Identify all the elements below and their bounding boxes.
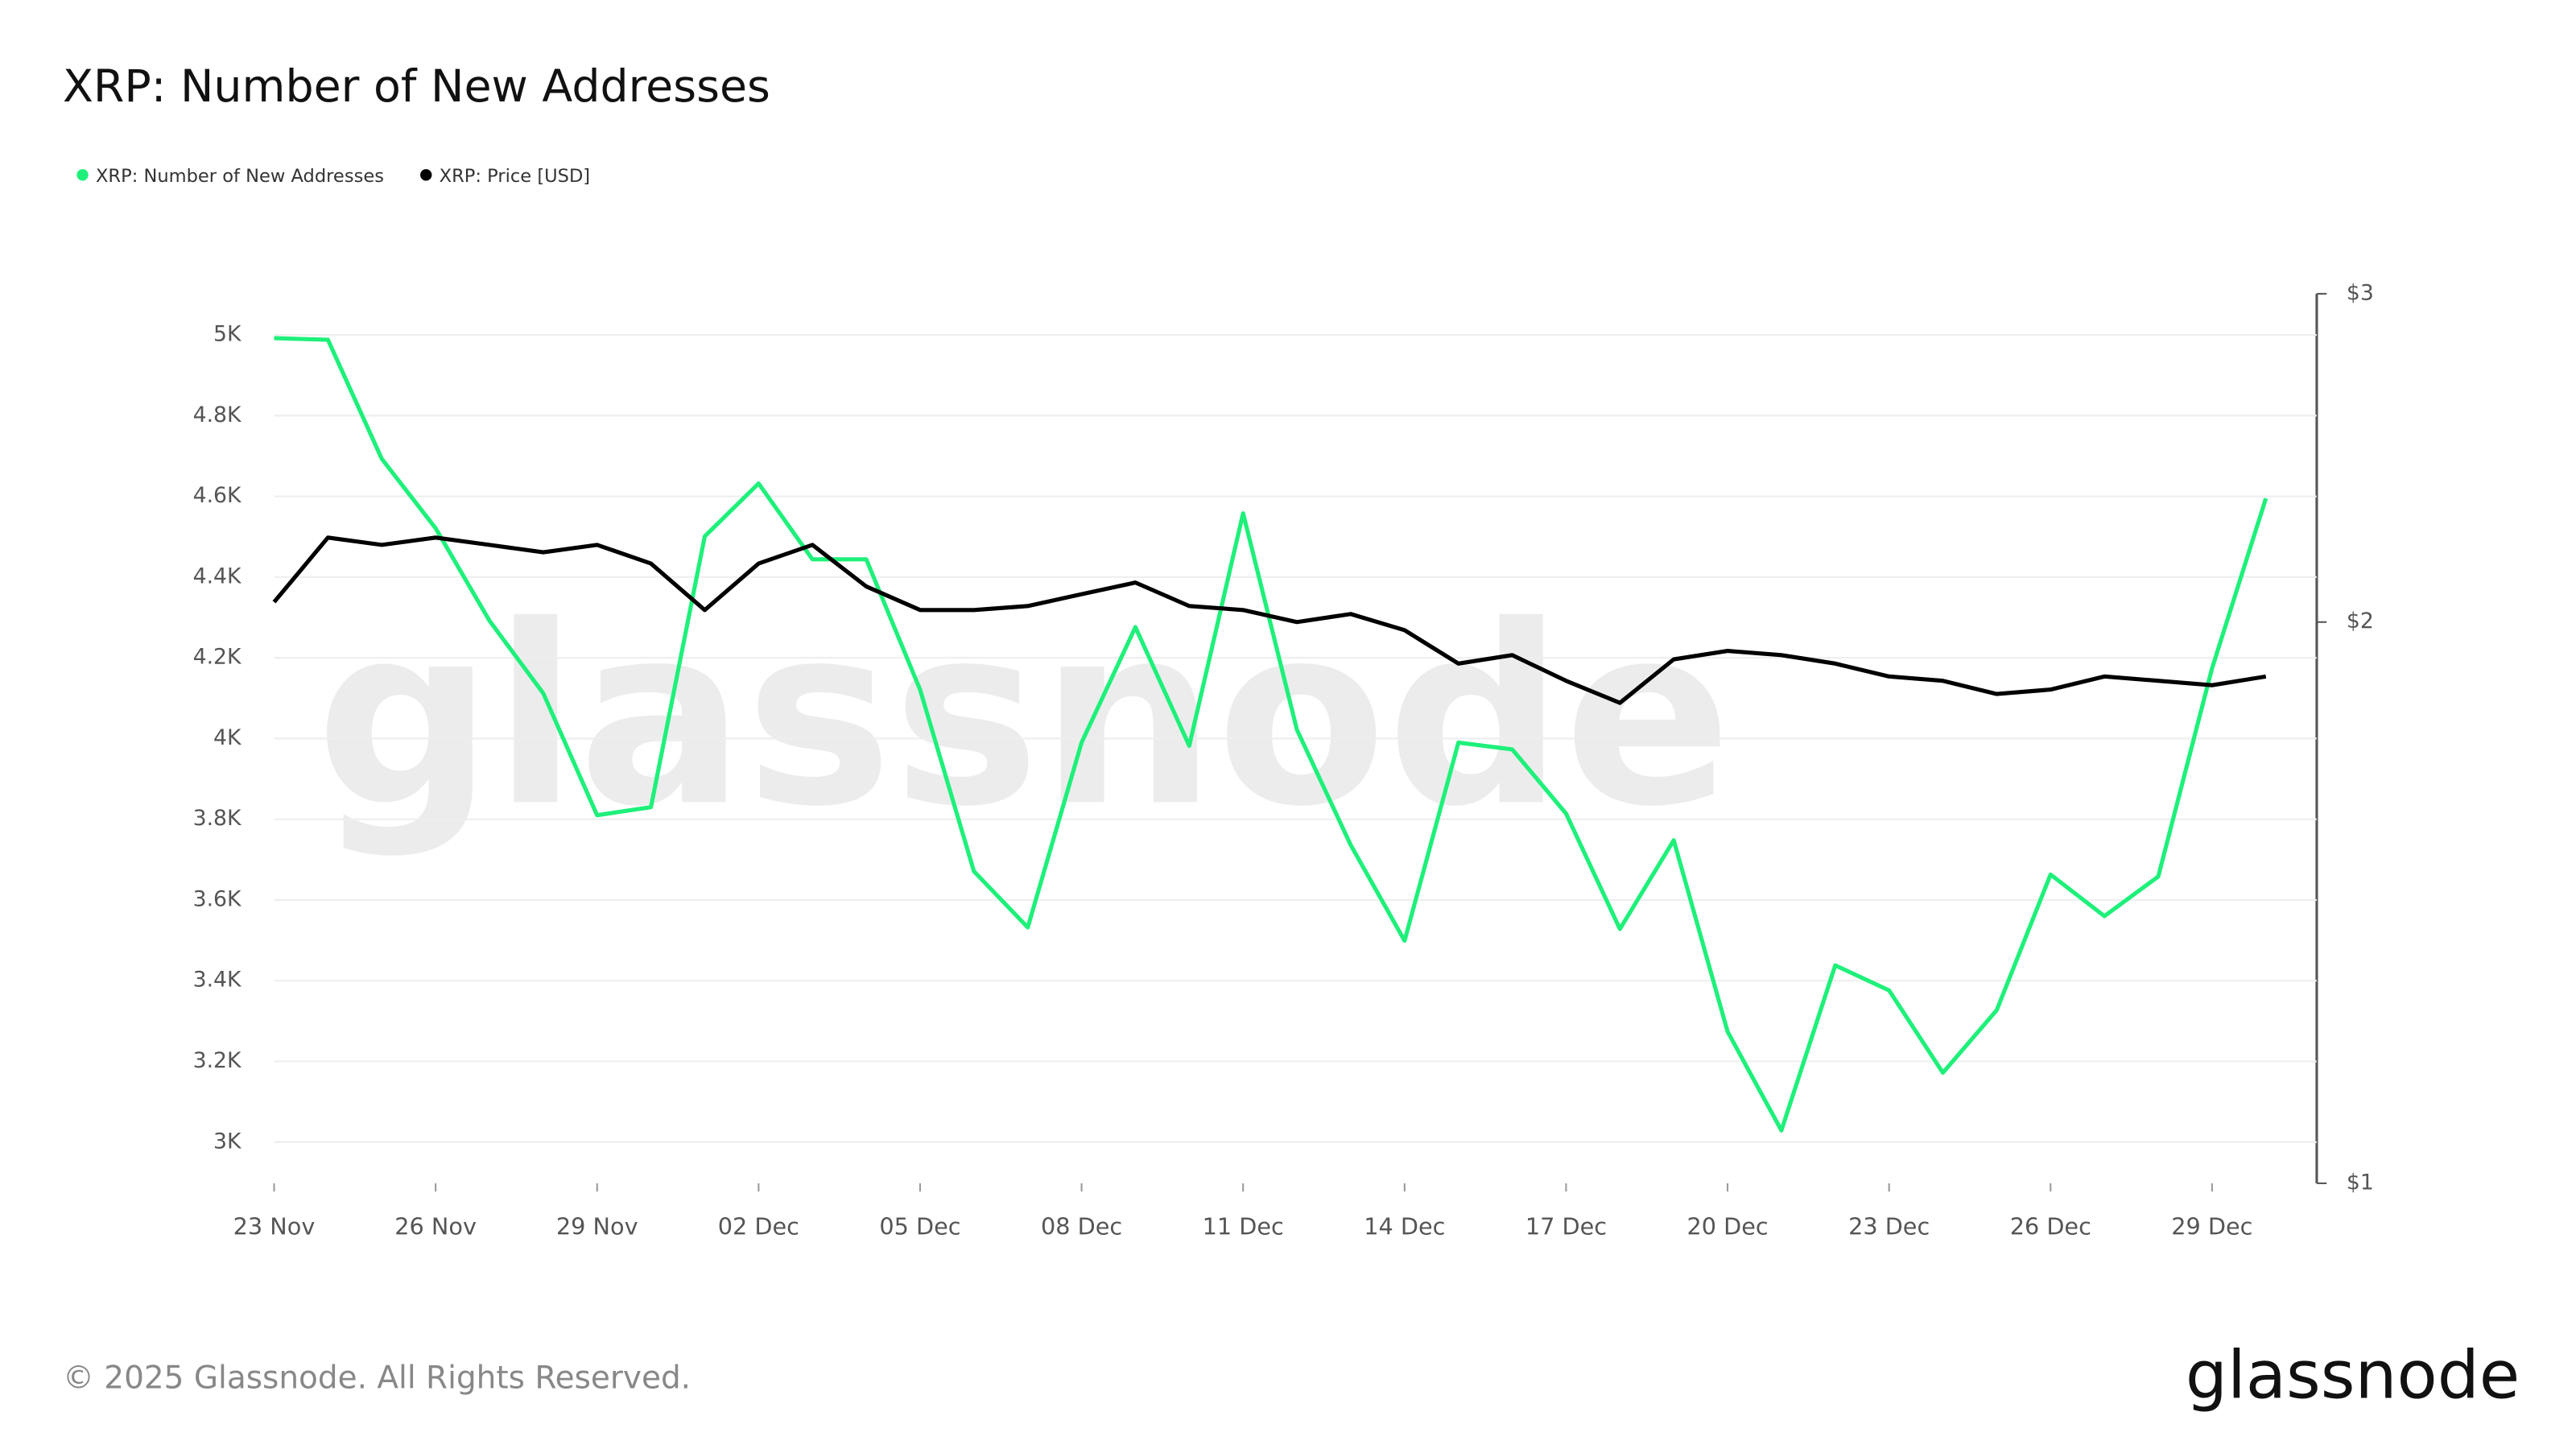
y-tick-label: 3.8K <box>193 806 242 831</box>
y-tick-label: 3.2K <box>193 1048 242 1073</box>
x-tick-label: 08 Dec <box>1041 1212 1122 1240</box>
x-tick-label: 29 Dec <box>2171 1212 2252 1240</box>
y2-tick-label: $2 <box>2347 609 2374 634</box>
x-tick-label: 05 Dec <box>879 1212 960 1240</box>
chart-title: XRP: Number of New Addresses <box>63 61 770 113</box>
y2-tick-label: $1 <box>2347 1170 2374 1195</box>
x-tick-label: 11 Dec <box>1203 1212 1284 1240</box>
y-tick-label: 4.8K <box>193 402 242 427</box>
y-tick-label: 3K <box>213 1129 242 1154</box>
logo: glassnode <box>2186 1337 2520 1414</box>
x-tick-label: 29 Nov <box>556 1212 638 1240</box>
y-tick-label: 5K <box>213 322 242 347</box>
legend-label: XRP: Number of New Addresses <box>96 166 384 187</box>
y-tick-label: 3.6K <box>193 886 242 911</box>
legend-marker <box>420 169 432 181</box>
x-tick-label: 02 Dec <box>718 1212 799 1240</box>
x-tick-label: 23 Nov <box>233 1212 316 1240</box>
y-tick-label: 4.4K <box>193 564 242 588</box>
y-tick-label: 3.4K <box>193 968 242 993</box>
x-tick-label: 26 Dec <box>2010 1212 2091 1240</box>
legend-marker <box>76 169 89 181</box>
watermark: glassnode <box>316 572 1732 861</box>
x-tick-label: 17 Dec <box>1525 1212 1607 1240</box>
series-line <box>272 535 2267 705</box>
y-tick-label: 4.6K <box>193 483 242 508</box>
y-tick-label: 4.2K <box>193 645 242 670</box>
x-tick-label: 20 Dec <box>1686 1212 1768 1240</box>
x-tick-label: 23 Dec <box>1848 1212 1930 1240</box>
y2-tick-label: $3 <box>2347 280 2374 305</box>
series-line <box>274 336 2268 1133</box>
x-tick-label: 14 Dec <box>1364 1212 1445 1240</box>
legend-label: XRP: Price [USD] <box>440 166 590 187</box>
x-tick-label: 26 Nov <box>394 1212 477 1240</box>
y-tick-label: 4K <box>213 725 242 750</box>
footer: © 2025 Glassnode. All Rights Reserved. <box>63 1360 691 1396</box>
